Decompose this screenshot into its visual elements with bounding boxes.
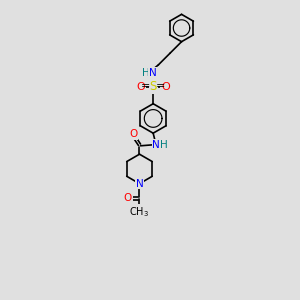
Text: S: S <box>149 80 157 93</box>
Text: O: O <box>136 82 145 92</box>
Text: N: N <box>136 179 143 189</box>
Text: H: H <box>142 68 150 78</box>
Text: O: O <box>161 82 170 92</box>
Text: =: = <box>141 81 151 91</box>
Text: CH$_3$: CH$_3$ <box>130 205 149 219</box>
Text: N: N <box>149 68 157 78</box>
Text: N: N <box>152 140 160 150</box>
Text: H: H <box>160 140 167 150</box>
Text: O: O <box>124 194 132 203</box>
Text: =: = <box>156 81 165 91</box>
Text: O: O <box>129 129 137 139</box>
